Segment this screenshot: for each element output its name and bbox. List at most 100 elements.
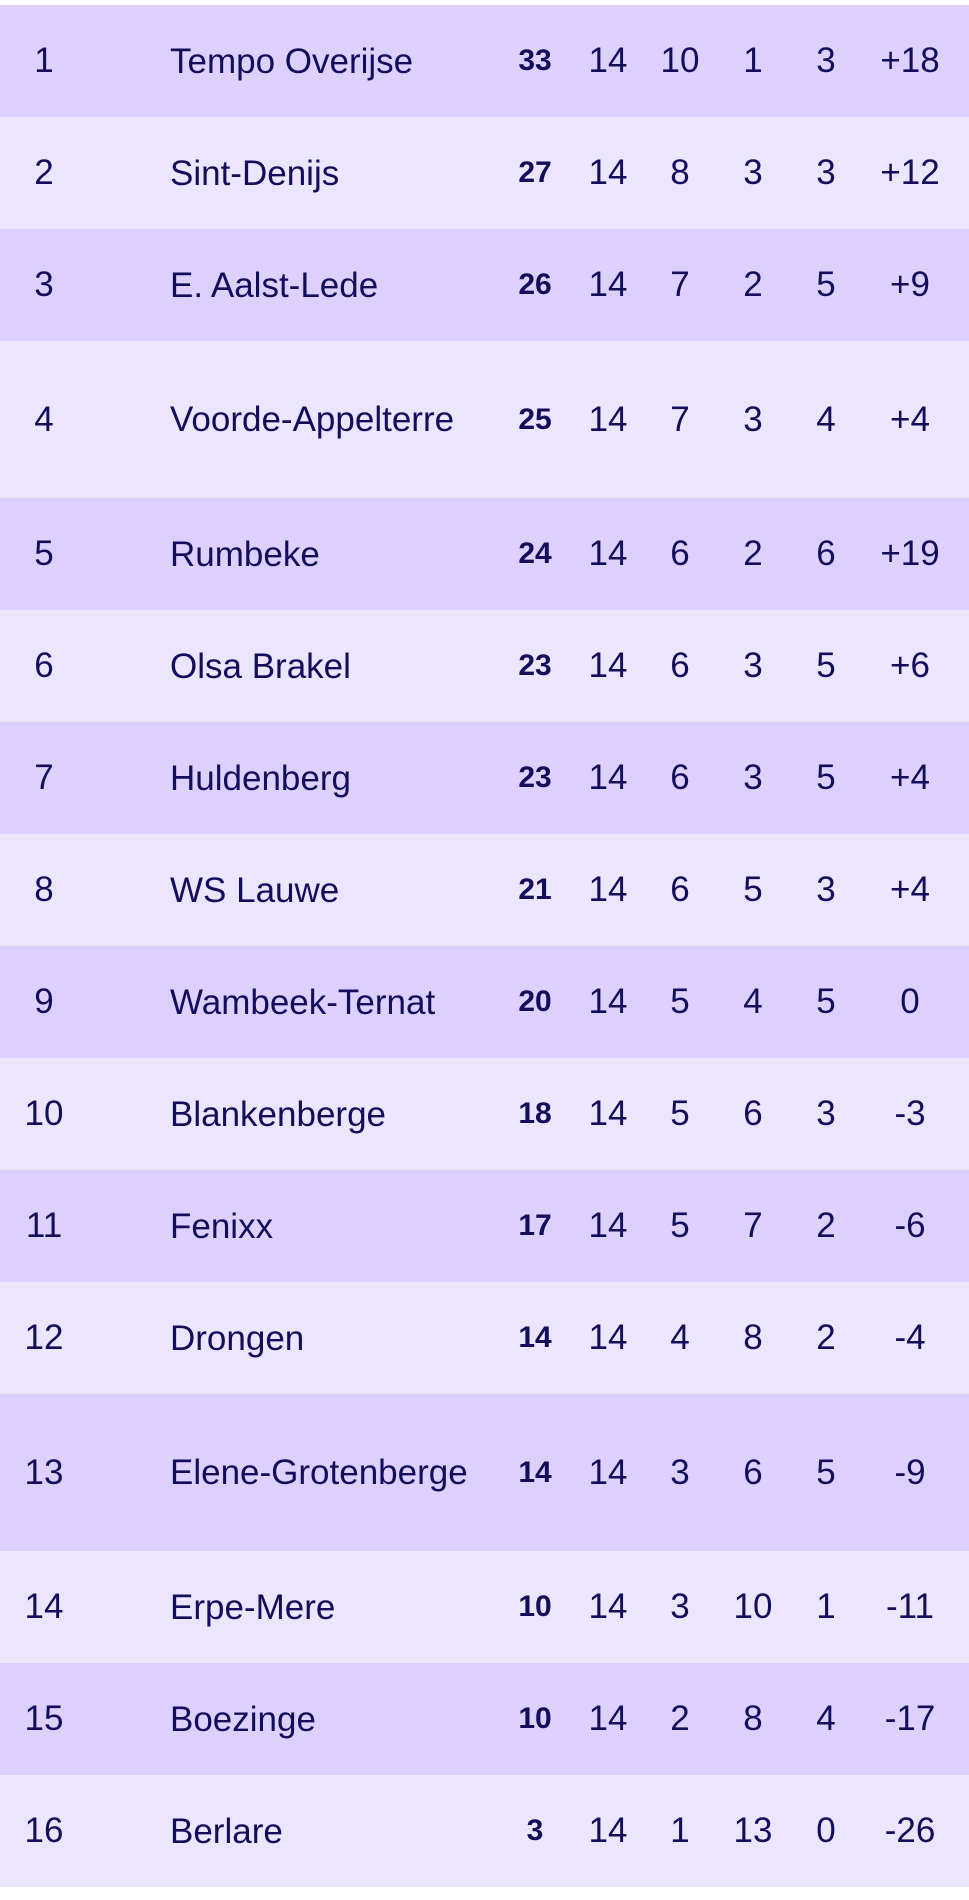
goal-difference-cell: +18 bbox=[880, 41, 940, 80]
table-row[interactable]: 10 Blankenberge 18 14 5 6 3 -3 bbox=[0, 1058, 969, 1170]
games-played-cell: 14 bbox=[588, 399, 628, 439]
points-cell: 27 bbox=[518, 156, 552, 189]
wins-cell: 6 bbox=[670, 646, 690, 685]
draws-cell: 3 bbox=[816, 1094, 836, 1133]
team-name-cell: Erpe-Mere bbox=[170, 1587, 336, 1627]
losses-cell: 2 bbox=[743, 534, 763, 573]
goal-difference-cell: +4 bbox=[890, 870, 930, 909]
wins-cell: 6 bbox=[670, 534, 690, 573]
table-row[interactable]: 13 Elene-Grotenberge 14 14 3 6 5 -9 bbox=[0, 1394, 969, 1551]
wins-cell: 4 bbox=[670, 1318, 690, 1357]
points-cell: 21 bbox=[518, 873, 552, 906]
table-row[interactable]: 6 Olsa Brakel 23 14 6 3 5 +6 bbox=[0, 610, 969, 722]
team-name-cell: WS Lauwe bbox=[170, 870, 340, 910]
goal-difference-cell: +12 bbox=[880, 153, 940, 192]
table-row[interactable]: 2 Sint-Denijs 27 14 8 3 3 +12 bbox=[0, 117, 969, 229]
points-cell: 23 bbox=[518, 761, 552, 794]
draws-cell: 3 bbox=[816, 41, 836, 80]
losses-cell: 3 bbox=[743, 153, 763, 192]
team-name-cell: Fenixx bbox=[170, 1206, 274, 1246]
wins-cell: 7 bbox=[670, 265, 690, 304]
table-row[interactable]: 15 Boezinge 10 14 2 8 4 -17 bbox=[0, 1663, 969, 1775]
goal-difference-cell: +6 bbox=[890, 646, 930, 685]
wins-cell: 6 bbox=[670, 758, 690, 797]
draws-cell: 5 bbox=[816, 646, 836, 685]
points-cell: 18 bbox=[518, 1097, 552, 1130]
goal-difference-cell: -6 bbox=[894, 1206, 926, 1245]
losses-cell: 5 bbox=[743, 870, 763, 909]
table-row[interactable]: 1 Tempo Overijse 33 14 10 1 3 +18 bbox=[0, 5, 969, 117]
games-played-cell: 14 bbox=[588, 534, 628, 573]
games-played-cell: 14 bbox=[588, 1452, 628, 1492]
points-cell: 20 bbox=[518, 985, 552, 1018]
games-played-cell: 14 bbox=[588, 982, 628, 1021]
games-played-cell: 14 bbox=[588, 1699, 628, 1738]
goal-difference-cell: +4 bbox=[890, 399, 930, 439]
draws-cell: 6 bbox=[816, 534, 836, 573]
games-played-cell: 14 bbox=[588, 1094, 628, 1133]
games-played-cell: 14 bbox=[588, 1587, 628, 1626]
team-name-cell: Elene-Grotenberge bbox=[170, 1453, 468, 1492]
team-name-cell: Wambeek-Ternat bbox=[170, 982, 436, 1022]
goal-difference-cell: -9 bbox=[894, 1452, 926, 1492]
wins-cell: 5 bbox=[670, 1094, 690, 1133]
losses-cell: 6 bbox=[743, 1452, 763, 1492]
rank-cell: 6 bbox=[34, 646, 54, 685]
team-name-cell: Huldenberg bbox=[170, 758, 351, 798]
wins-cell: 1 bbox=[670, 1811, 690, 1850]
rank-cell: 1 bbox=[34, 41, 54, 80]
draws-cell: 5 bbox=[816, 982, 836, 1021]
table-row[interactable]: 8 WS Lauwe 21 14 6 5 3 +4 bbox=[0, 834, 969, 946]
standings-table: 1 Tempo Overijse 33 14 10 1 3 +18 2 Sint… bbox=[0, 5, 969, 1897]
rank-cell: 7 bbox=[34, 758, 54, 797]
games-played-cell: 14 bbox=[588, 41, 628, 80]
team-name-cell: Sint-Denijs bbox=[170, 153, 340, 193]
goal-difference-cell: -17 bbox=[884, 1699, 936, 1738]
wins-cell: 5 bbox=[670, 1206, 690, 1245]
wins-cell: 10 bbox=[660, 41, 700, 80]
team-name-cell: Drongen bbox=[170, 1318, 305, 1358]
table-row[interactable]: 7 Huldenberg 23 14 6 3 5 +4 bbox=[0, 722, 969, 834]
points-cell: 10 bbox=[518, 1702, 552, 1735]
rank-cell: 8 bbox=[34, 870, 54, 909]
table-row[interactable]: 4 Voorde-Appelterre 25 14 7 3 4 +4 bbox=[0, 341, 969, 498]
team-name-cell: Rumbeke bbox=[170, 534, 320, 574]
table-row[interactable]: 16 Berlare 3 14 1 13 0 -26 bbox=[0, 1775, 969, 1887]
losses-cell: 13 bbox=[733, 1811, 773, 1850]
goal-difference-cell: -4 bbox=[894, 1318, 926, 1357]
games-played-cell: 14 bbox=[588, 758, 628, 797]
points-cell: 10 bbox=[518, 1590, 552, 1623]
draws-cell: 3 bbox=[816, 870, 836, 909]
team-name-cell: Tempo Overijse bbox=[170, 41, 414, 81]
losses-cell: 7 bbox=[743, 1206, 763, 1245]
draws-cell: 4 bbox=[816, 399, 836, 439]
table-row[interactable]: 14 Erpe-Mere 10 14 3 10 1 -11 bbox=[0, 1551, 969, 1663]
games-played-cell: 14 bbox=[588, 1206, 628, 1245]
goal-difference-cell: +4 bbox=[890, 758, 930, 797]
table-row[interactable]: 12 Drongen 14 14 4 8 2 -4 bbox=[0, 1282, 969, 1394]
team-name-cell: Boezinge bbox=[170, 1699, 316, 1739]
table-row[interactable]: 11 Fenixx 17 14 5 7 2 -6 bbox=[0, 1170, 969, 1282]
points-cell: 3 bbox=[526, 1814, 544, 1847]
losses-cell: 4 bbox=[743, 982, 763, 1021]
table-row[interactable]: 3 E. Aalst-Lede 26 14 7 2 5 +9 bbox=[0, 229, 969, 341]
points-cell: 23 bbox=[518, 649, 552, 682]
table-row[interactable]: 5 Rumbeke 24 14 6 2 6 +19 bbox=[0, 498, 969, 610]
wins-cell: 7 bbox=[670, 399, 690, 439]
points-cell: 25 bbox=[518, 402, 552, 436]
games-played-cell: 14 bbox=[588, 870, 628, 909]
draws-cell: 2 bbox=[816, 1206, 836, 1245]
points-cell: 14 bbox=[518, 1321, 552, 1354]
goal-difference-cell: -26 bbox=[884, 1811, 936, 1850]
draws-cell: 2 bbox=[816, 1318, 836, 1357]
team-name-cell: Berlare bbox=[170, 1811, 283, 1851]
team-name-cell: Olsa Brakel bbox=[170, 646, 351, 686]
rank-cell: 5 bbox=[34, 534, 54, 573]
rank-cell: 13 bbox=[24, 1452, 64, 1492]
points-cell: 33 bbox=[518, 44, 552, 77]
rank-cell: 9 bbox=[34, 982, 54, 1021]
games-played-cell: 14 bbox=[588, 646, 628, 685]
draws-cell: 3 bbox=[816, 153, 836, 192]
table-row[interactable]: 9 Wambeek-Ternat 20 14 5 4 5 0 bbox=[0, 946, 969, 1058]
wins-cell: 3 bbox=[670, 1452, 690, 1492]
